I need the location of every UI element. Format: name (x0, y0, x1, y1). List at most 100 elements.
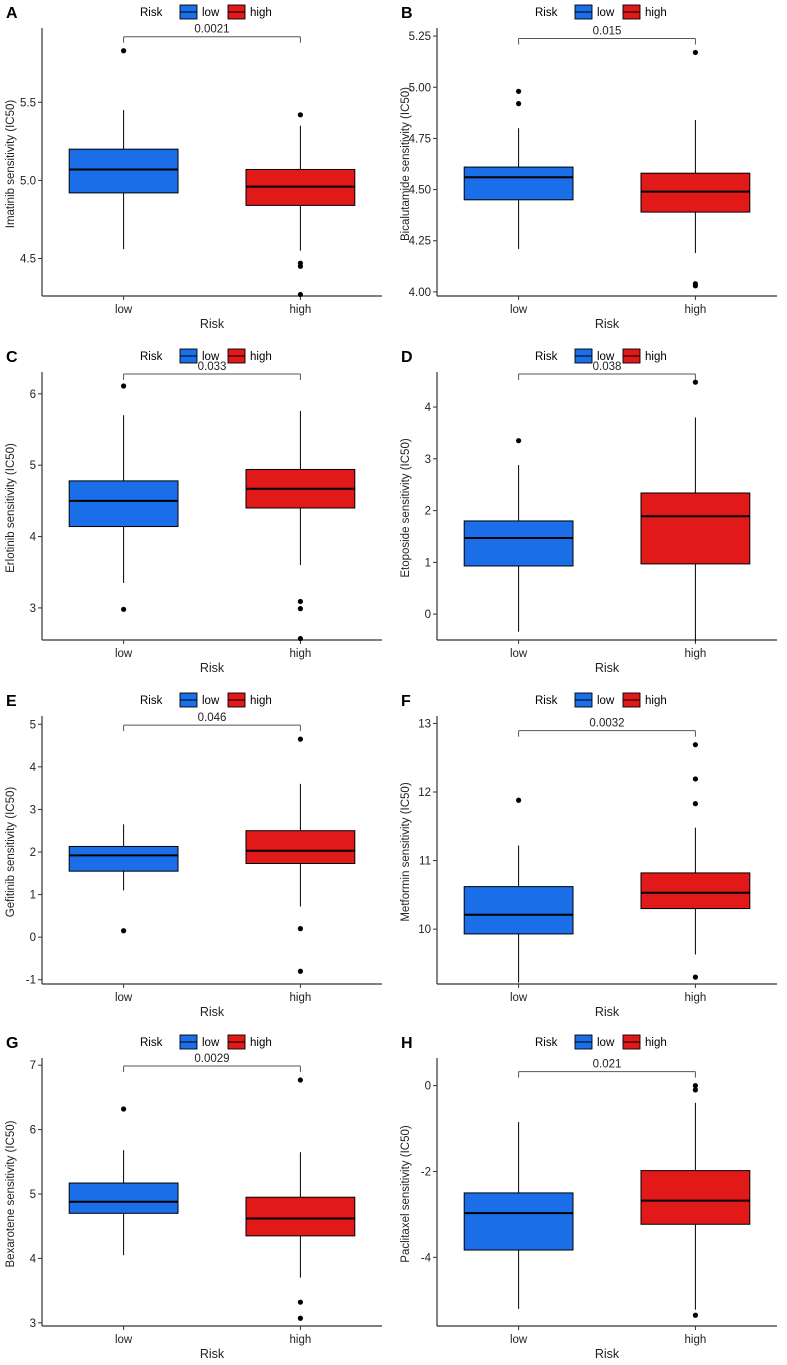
x-axis-label: Risk (595, 1347, 620, 1361)
outlier-point (121, 1106, 127, 1112)
significance-bracket: 0.015 (518, 25, 696, 45)
y-tick-label: 4.00 (409, 287, 431, 299)
legend: Risk low high (535, 1034, 667, 1050)
box-high (245, 410, 356, 642)
panel-letter: A (6, 5, 18, 22)
x-tick-label: high (290, 648, 312, 660)
legend-title: Risk (140, 7, 163, 19)
x-axis-label: Risk (595, 661, 620, 675)
x-tick-label: low (510, 304, 528, 316)
y-tick-label: -1 (26, 975, 36, 987)
box-low (68, 824, 179, 934)
box-iqr (68, 1182, 179, 1214)
y-tick-label: 4 (425, 402, 432, 414)
legend-label-low: low (597, 7, 615, 19)
box-low (463, 797, 574, 983)
box-iqr (640, 172, 751, 213)
y-tick-label: 11 (419, 856, 431, 868)
outlier-point (297, 1299, 303, 1305)
legend: Risk low high (140, 692, 272, 708)
legend: Risk low high (535, 4, 667, 20)
panel-h: H Risk low high -4 -2 0 low high Risk Paclitaxel s… (400, 1034, 777, 1361)
y-tick-label: 4 (30, 1253, 37, 1265)
panel-c: C Risk low high 3 4 5 6 low high Risk Erlotinib sen… (5, 348, 382, 675)
y-tick-label: 2 (30, 847, 36, 859)
y-tick-label: 1 (30, 890, 36, 902)
outlier-point (692, 1087, 698, 1093)
box-low (68, 1106, 179, 1256)
y-tick-label: 7 (30, 1060, 36, 1072)
box-iqr (245, 830, 356, 864)
significance-bracket: 0.046 (123, 712, 301, 732)
legend-title: Risk (535, 351, 558, 363)
outlier-point (516, 88, 522, 94)
p-value-label: 0.021 (593, 1059, 622, 1071)
box-iqr (463, 520, 574, 567)
y-tick-label: 5.00 (409, 82, 431, 94)
outlier-point (297, 291, 303, 298)
x-tick-label: low (115, 304, 133, 316)
outlier-point (297, 112, 303, 118)
legend-title: Risk (535, 695, 558, 707)
y-axis-label: Bicalutamide sensitivity (IC50) (400, 87, 412, 241)
y-tick-label: 4.25 (409, 236, 431, 248)
x-axis-label: Risk (200, 317, 225, 331)
p-value-label: 0.0021 (194, 24, 229, 36)
outlier-point (692, 49, 698, 56)
x-tick-label: high (685, 992, 707, 1004)
y-tick-label: 13 (418, 718, 431, 730)
legend: Risk low high (535, 348, 667, 364)
legend-title: Risk (140, 1037, 163, 1049)
significance-bracket: 0.0032 (518, 718, 696, 737)
legend-label-low: low (597, 695, 615, 707)
panel-letter: F (401, 693, 411, 710)
box-high (245, 1077, 356, 1321)
outlier-point (297, 926, 303, 932)
outlier-point (516, 101, 522, 107)
box-iqr (640, 872, 751, 910)
y-tick-label: 3 (30, 1318, 36, 1330)
y-tick-label: 5 (30, 719, 36, 731)
x-tick-label: low (510, 1334, 528, 1346)
box-iqr (463, 886, 574, 935)
y-axis-label: Paclitaxel sensitivity (IC50) (400, 1125, 412, 1263)
panel-letter: E (6, 693, 17, 710)
outlier-point (297, 1315, 303, 1321)
outlier-point (297, 635, 303, 642)
legend-title: Risk (140, 351, 163, 363)
box-iqr (640, 492, 751, 565)
panel-f: F Risk low high 10 11 12 13 low high Risk Metformin… (400, 692, 777, 1019)
box-high (640, 49, 751, 289)
x-tick-label: low (115, 992, 133, 1004)
panel-letter: H (401, 1035, 413, 1052)
outlier-point (121, 928, 127, 934)
y-tick-label: 5.25 (409, 31, 431, 43)
x-tick-label: low (115, 1334, 133, 1346)
box-iqr (640, 1170, 751, 1225)
panel-letter: G (6, 1035, 18, 1052)
p-value-label: 0.038 (593, 361, 622, 373)
y-tick-label: 3 (425, 454, 431, 466)
box-iqr (68, 480, 179, 528)
box-high (640, 379, 751, 642)
box-high (245, 112, 356, 298)
box-iqr (245, 1196, 356, 1237)
box-high (640, 742, 751, 980)
p-value-label: 0.046 (198, 712, 227, 724)
outlier-point (121, 383, 127, 389)
y-axis-label: Bexarotene sensitivity (IC50) (5, 1120, 17, 1267)
outlier-point (692, 1312, 698, 1318)
significance-bracket: 0.0029 (123, 1053, 301, 1073)
x-tick-label: high (685, 304, 707, 316)
y-tick-label: 4.5 (20, 254, 36, 266)
y-tick-label: 5 (30, 1189, 36, 1201)
y-tick-label: 4.75 (409, 133, 431, 145)
box-low (68, 383, 179, 612)
outlier-point (297, 263, 303, 269)
panel-a: A Risk low high 4.5 5.0 5.5 low high Risk Imatinib… (5, 4, 382, 331)
y-tick-label: 6 (30, 1125, 36, 1137)
outlier-point (692, 776, 698, 782)
legend-label-high: high (250, 695, 272, 707)
box-low (463, 438, 574, 632)
